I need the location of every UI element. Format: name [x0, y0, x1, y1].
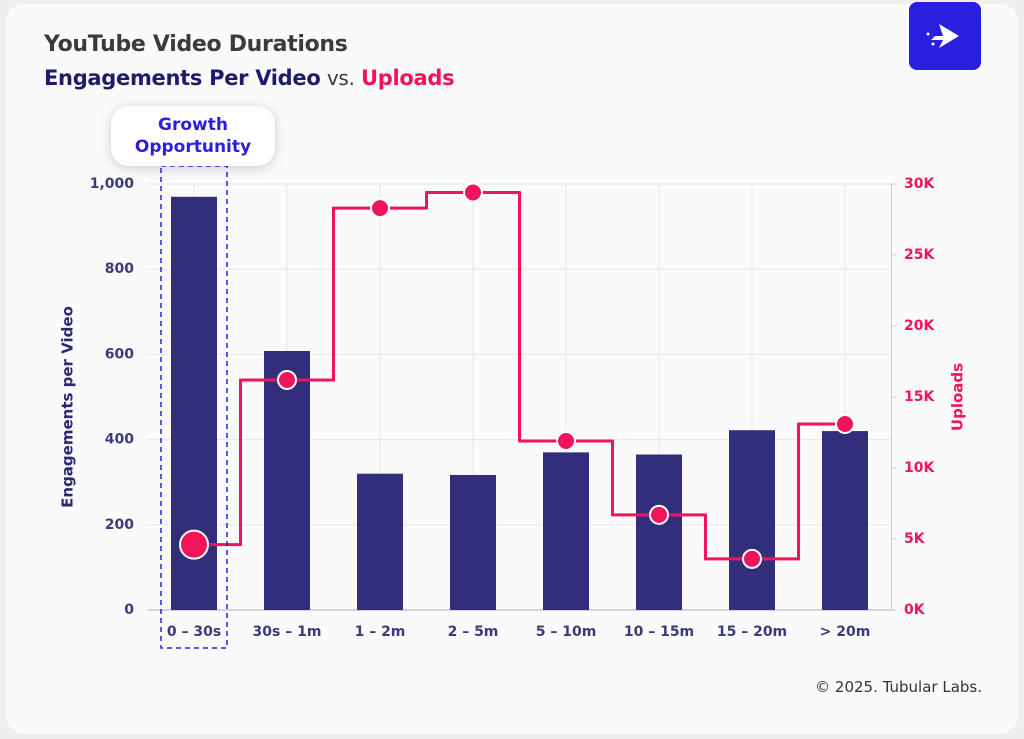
x-tick-label: 0 – 30s	[167, 624, 221, 640]
y-tick-label: 400	[105, 432, 134, 448]
x-tick-label: 1 – 2m	[355, 624, 406, 640]
x-tick-label: 5 – 10m	[536, 624, 597, 640]
y2-tick-label: 25K	[904, 247, 935, 263]
x-tick-label: 2 – 5m	[448, 624, 499, 640]
y2-tick-label: 20K	[904, 318, 935, 334]
y-tick-label: 800	[105, 261, 134, 277]
bar	[450, 474, 496, 610]
highlight-box	[160, 165, 228, 649]
legend-entry: Uploads	[360, 66, 455, 90]
y-tick-label: 1,000	[90, 176, 135, 192]
x-tick-label: > 20m	[820, 624, 871, 640]
y2-tick-label: 15K	[904, 389, 935, 405]
y2-tick-label: 30K	[904, 176, 935, 192]
bar	[357, 473, 403, 610]
subtitle-connector: vs.	[326, 66, 355, 90]
y-tick-label: 0	[124, 602, 134, 618]
x-tick-label: 10 – 15m	[624, 624, 694, 640]
y-tick-label: 200	[105, 517, 134, 533]
marker	[649, 504, 669, 525]
bar	[264, 350, 310, 610]
chart-title: YouTube Video Durations	[44, 32, 348, 57]
annotation: Growth Opportunity	[111, 106, 275, 166]
y2-tick-label: 10K	[904, 460, 935, 476]
bar	[822, 431, 868, 610]
y2-axis-title: Uploads	[949, 363, 967, 431]
logo-icon	[926, 24, 959, 48]
bar	[636, 454, 682, 610]
marker	[556, 431, 576, 452]
marker	[277, 369, 297, 390]
marker	[463, 182, 483, 203]
legend-entry: Engagements Per Video	[44, 66, 321, 90]
marker	[835, 413, 855, 434]
bar	[543, 452, 589, 610]
marker	[742, 548, 762, 569]
chart-subtitle: Engagements Per Video vs. Uploads	[44, 66, 455, 90]
y2-tick-label: 0K	[904, 602, 926, 618]
bar	[729, 430, 775, 610]
source: © 2025. Tubular Labs.	[815, 678, 982, 696]
marker	[370, 198, 390, 219]
x-tick-label: 15 – 20m	[717, 624, 787, 640]
y-tick-label: 600	[105, 346, 134, 362]
y2-tick-label: 5K	[904, 531, 926, 547]
logo	[909, 2, 981, 70]
x-tick-label: 30s – 1m	[253, 624, 322, 640]
y-axis-title: Engagements per Video	[59, 306, 77, 508]
marker	[179, 529, 209, 560]
